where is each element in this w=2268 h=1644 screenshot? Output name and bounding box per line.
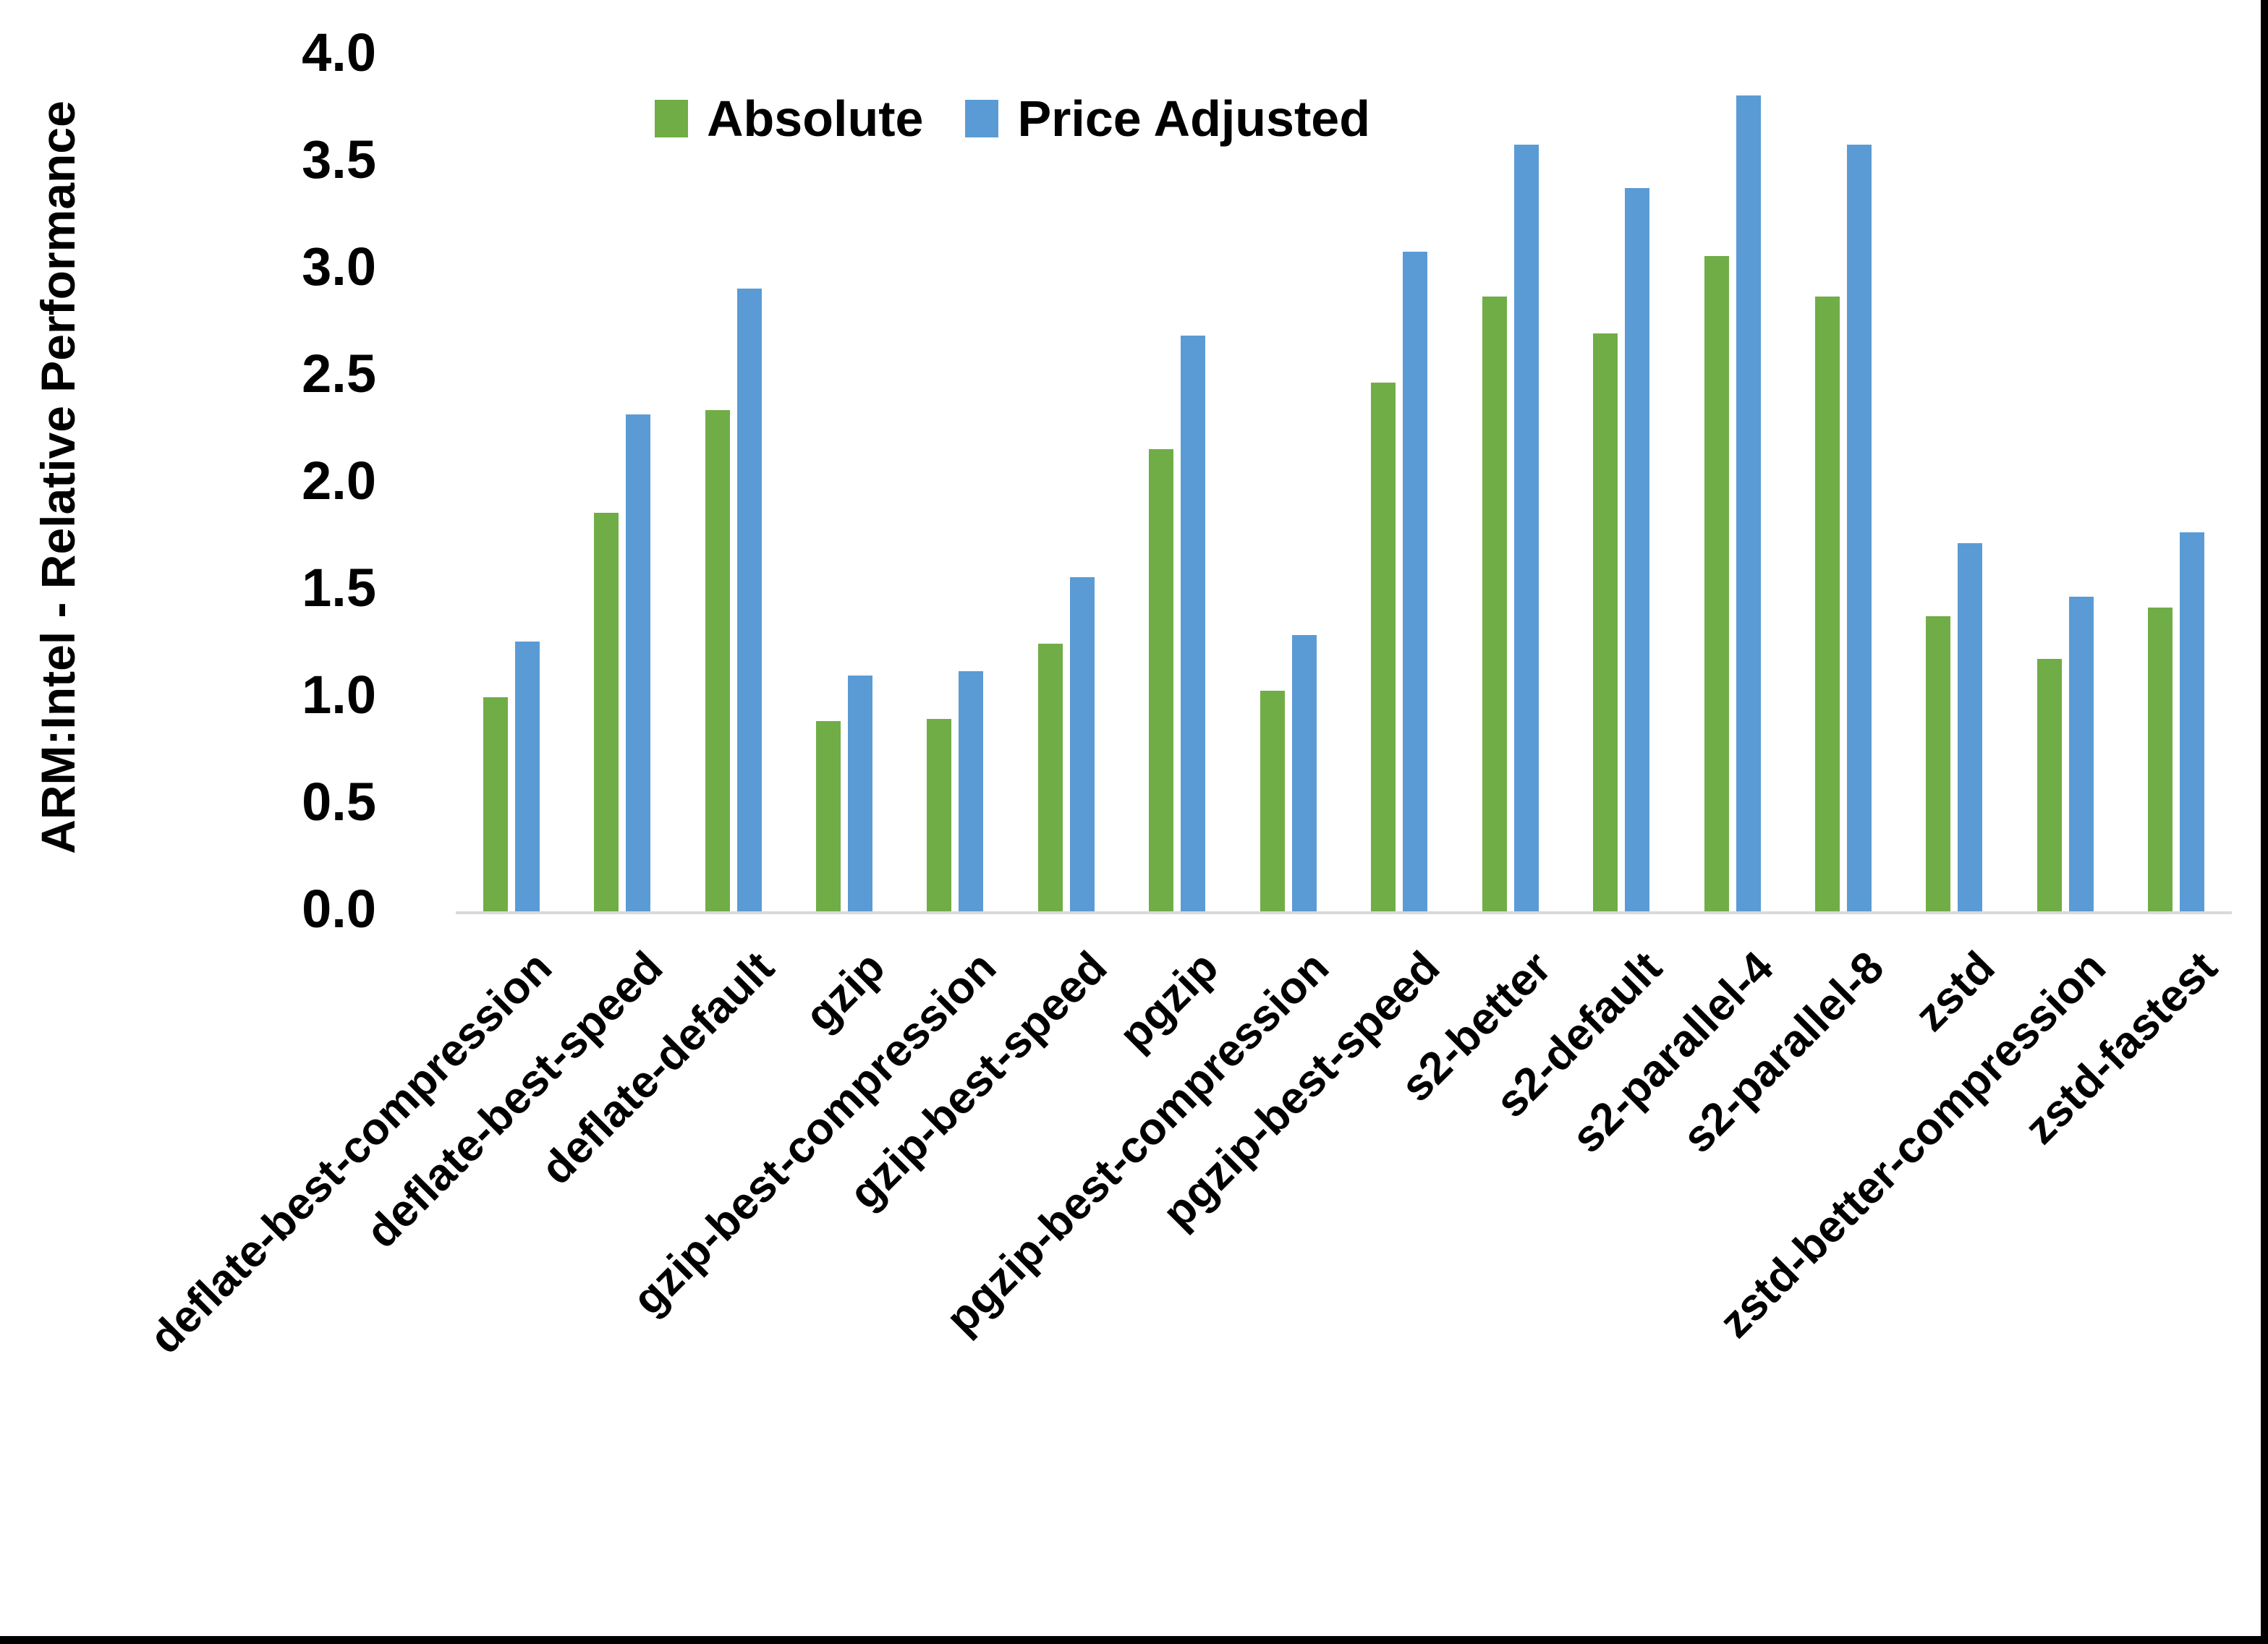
bar-group-zstd-fastest <box>2121 55 2232 911</box>
bar-group-pgzip-best-speed <box>1344 55 1455 911</box>
bar-absolute-zstd-fastest <box>2148 607 2173 911</box>
bar-price-adjusted-pgzip <box>1181 335 1206 911</box>
bar-group-zstd <box>1899 55 2010 911</box>
bar-group-s2-default <box>1566 55 1676 911</box>
bar-group-s2-parallel-8 <box>1788 55 1898 911</box>
legend-item-price-adjusted: Price Adjusted <box>965 90 1370 148</box>
bar-group-deflate-best-speed <box>566 55 677 911</box>
bar-group-deflate-best-compression <box>456 55 566 911</box>
y-tick-label-4.0: 4.0 <box>302 22 376 83</box>
bar-price-adjusted-gzip <box>848 676 873 911</box>
bar-group-zstd-better-compression <box>2010 55 2120 911</box>
bar-group-gzip <box>789 55 899 911</box>
bar-absolute-s2-better <box>1482 297 1507 911</box>
y-tick-label-1.0: 1.0 <box>302 665 376 725</box>
bar-group-deflate-default <box>678 55 789 911</box>
bar-price-adjusted-zstd-better-compression <box>2068 596 2094 911</box>
bar-price-adjusted-deflate-best-compression <box>514 642 540 911</box>
bar-absolute-deflate-best-compression <box>483 697 508 911</box>
frame-right-border <box>2261 0 2268 1644</box>
y-tick-label-2.0: 2.0 <box>302 451 376 511</box>
bar-absolute-gzip-best-compression <box>927 718 952 911</box>
y-tick-label-0.5: 0.5 <box>302 772 376 832</box>
bar-price-adjusted-s2-parallel-8 <box>1846 145 1872 911</box>
bar-price-adjusted-s2-parallel-4 <box>1736 95 1761 911</box>
frame-bottom-border <box>0 1636 2268 1644</box>
bar-absolute-gzip <box>816 720 841 911</box>
bar-group-s2-parallel-4 <box>1677 55 1788 911</box>
x-axis-label-zstd: zstd <box>1906 942 2005 1042</box>
y-tick-label-2.5: 2.5 <box>302 344 376 404</box>
bar-absolute-pgzip-best-speed <box>1371 382 1396 911</box>
bar-price-adjusted-zstd <box>1958 542 1983 911</box>
bar-group-pgzip <box>1122 55 1233 911</box>
bar-price-adjusted-deflate-best-speed <box>626 414 651 911</box>
bar-absolute-deflate-default <box>705 410 730 911</box>
bar-price-adjusted-pgzip-best-compression <box>1291 635 1317 911</box>
bar-absolute-gzip-best-speed <box>1037 644 1063 911</box>
bar-absolute-zstd <box>1926 616 1951 911</box>
bar-price-adjusted-zstd-fastest <box>2180 532 2205 911</box>
legend-item-absolute: Absolute <box>655 90 923 148</box>
x-axis-label-deflate-best-compression: deflate-best-compression <box>140 942 562 1364</box>
legend: Absolute Price Adjusted <box>655 90 1370 148</box>
bar-price-adjusted-s2-default <box>1625 187 1650 911</box>
y-tick-label-1.5: 1.5 <box>302 558 376 618</box>
bar-group-pgzip-best-compression <box>1233 55 1343 911</box>
x-axis-label-gzip: gzip <box>796 942 895 1042</box>
bar-price-adjusted-pgzip-best-speed <box>1403 252 1428 911</box>
bar-absolute-s2-parallel-8 <box>1814 297 1840 911</box>
bar-price-adjusted-gzip-best-speed <box>1069 577 1095 911</box>
bar-group-s2-better <box>1455 55 1566 911</box>
legend-label-price-adjusted: Price Adjusted <box>1017 90 1370 147</box>
bar-absolute-pgzip <box>1149 448 1174 911</box>
y-tick-label-0.0: 0.0 <box>302 879 376 940</box>
legend-swatch-absolute-icon <box>655 100 688 137</box>
bar-absolute-zstd-better-compression <box>2036 658 2062 911</box>
bar-absolute-pgzip-best-compression <box>1260 691 1285 911</box>
legend-swatch-price-adjusted-icon <box>965 100 999 137</box>
y-tick-label-3.5: 3.5 <box>302 129 376 190</box>
bar-absolute-deflate-best-speed <box>594 513 619 911</box>
legend-label-absolute: Absolute <box>707 90 924 147</box>
y-tick-label-3.0: 3.0 <box>302 237 376 297</box>
bar-absolute-s2-default <box>1593 333 1618 911</box>
bar-group-gzip-best-speed <box>1011 55 1121 911</box>
bar-absolute-s2-parallel-4 <box>1704 256 1729 911</box>
bar-group-gzip-best-compression <box>900 55 1011 911</box>
x-axis-line <box>456 911 2232 914</box>
bar-price-adjusted-deflate-default <box>736 288 762 911</box>
bar-price-adjusted-gzip-best-compression <box>959 671 984 911</box>
bar-price-adjusted-s2-better <box>1513 145 1539 911</box>
